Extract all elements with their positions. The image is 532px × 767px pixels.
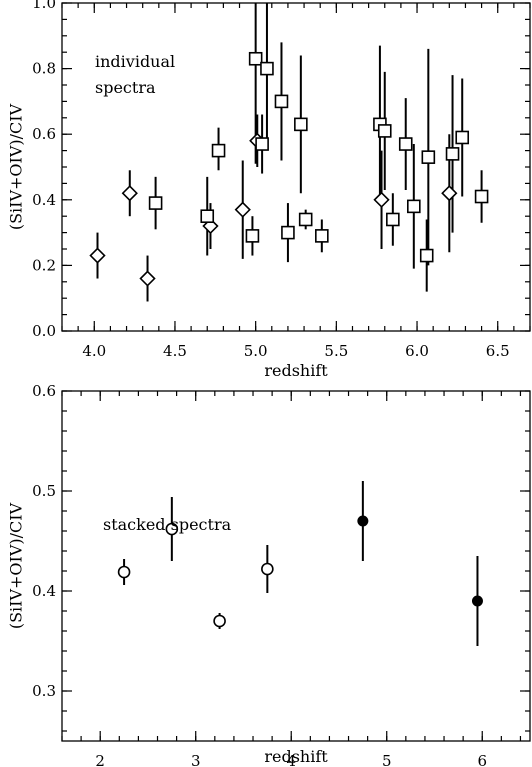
square-marker — [274, 94, 289, 109]
y-tick-label: 0.3 — [32, 682, 56, 700]
filled-circle-marker — [471, 595, 483, 607]
x-tick-label: 6 — [477, 752, 487, 767]
y-tick-label: 0.8 — [32, 60, 56, 78]
x-tick-label: 4.0 — [82, 342, 106, 360]
axis-ticks — [61, 2, 531, 332]
y-axis-label: (SiIV+OIV)/CIV — [7, 103, 26, 230]
y-tick-label: 0.6 — [32, 125, 56, 143]
x-tick-label: 4 — [286, 752, 296, 767]
square-marker — [248, 51, 263, 66]
x-tick-label: 6.5 — [486, 342, 510, 360]
square-marker — [245, 229, 260, 243]
diamond-marker — [373, 191, 390, 208]
panel-annotation: stacked spectra — [103, 515, 232, 534]
square-marker — [260, 61, 274, 76]
y-tick-label: 0.6 — [32, 382, 56, 400]
open-circle-marker — [117, 565, 131, 579]
square-marker — [455, 130, 470, 145]
error-bars — [123, 481, 479, 646]
tick-labels: 2 3 4 5 6 0.3 0.4 0.5 0.6 — [32, 382, 487, 767]
filled-circle-marker — [357, 515, 369, 527]
square-marker — [281, 225, 295, 240]
diamond-marker — [441, 185, 458, 202]
square-marker — [294, 117, 308, 132]
stacked-spectra-panel: 2 3 4 5 6 0.3 0.4 0.5 0.6 stacked spectra redshi… — [7, 382, 531, 767]
y-tick-label: 0.2 — [32, 256, 56, 274]
open-circle-marker — [261, 562, 274, 576]
square-marker — [421, 150, 436, 164]
axis-ticks — [61, 390, 530, 741]
x-axis-label: redshift — [264, 747, 328, 766]
panel-annotation-line-1: individual — [95, 52, 175, 71]
plot-frame — [61, 390, 531, 742]
square-marker — [211, 143, 226, 158]
square-marker — [200, 209, 215, 223]
square-marker — [298, 212, 313, 227]
diamond-marker — [234, 201, 251, 218]
y-axis-label: (SiIV+OIV)/CIV — [7, 502, 26, 629]
x-tick-label: 5.0 — [244, 342, 268, 360]
x-tick-label: 5 — [382, 752, 392, 767]
square-marker — [255, 137, 269, 151]
square-marker — [377, 124, 392, 138]
diamond-marker — [139, 270, 156, 287]
y-tick-label: 0.4 — [32, 191, 56, 209]
x-tick-label: 2 — [95, 752, 105, 767]
y-tick-label: 0.0 — [32, 322, 56, 340]
x-tick-label: 6.0 — [405, 342, 429, 360]
panel-annotation-line-2: spectra — [95, 78, 156, 97]
diamond-marker — [121, 185, 138, 202]
y-tick-label: 1.0 — [32, 0, 56, 12]
x-axis-label: redshift — [264, 361, 328, 380]
tick-labels: 4.0 4.5 5.0 5.5 6.0 6.5 0.0 0.2 0.4 0.6 0.8 1.0 — [32, 0, 510, 360]
x-tick-label: 3 — [191, 752, 201, 767]
square-marker — [386, 212, 400, 227]
x-tick-label: 4.5 — [163, 342, 187, 360]
square-marker — [419, 248, 434, 263]
square-marker — [315, 229, 329, 243]
y-tick-label: 0.4 — [32, 582, 56, 600]
open-circle-marker — [213, 614, 226, 628]
square-marker — [445, 147, 460, 161]
data-markers — [117, 515, 483, 628]
x-tick-label: 5.5 — [324, 342, 348, 360]
square-marker — [474, 189, 489, 204]
y-tick-label: 0.5 — [32, 482, 56, 500]
square-marker — [398, 137, 413, 151]
diamond-marker — [89, 247, 106, 264]
individual-spectra-panel: 4.0 4.5 5.0 5.5 6.0 6.5 0.0 0.2 0.4 0.6 0.8 1.0 ind… — [7, 0, 531, 380]
square-marker — [407, 199, 421, 214]
data-markers — [89, 51, 489, 287]
square-marker — [148, 196, 163, 210]
open-circle-marker — [165, 522, 179, 536]
